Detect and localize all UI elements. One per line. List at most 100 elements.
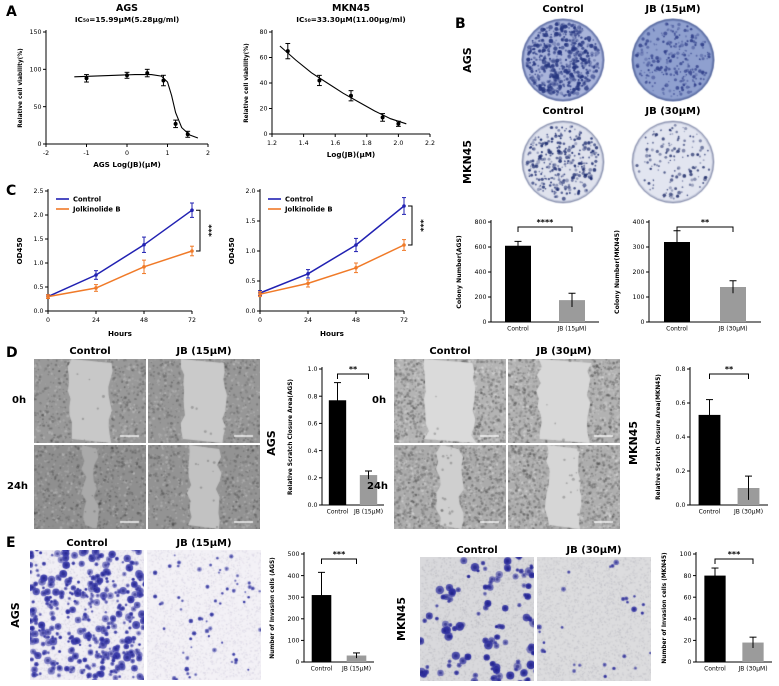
svg-text:Hours: Hours bbox=[320, 329, 344, 338]
panel-e-label: E bbox=[6, 535, 16, 551]
svg-text:JB (15μM): JB (15μM) bbox=[341, 666, 371, 673]
invasion-ags-control-label: Control bbox=[66, 538, 108, 549]
invasion-ags-jb-label: JB (15μM) bbox=[176, 538, 232, 549]
svg-text:OD450: OD450 bbox=[227, 237, 236, 264]
svg-text:0: 0 bbox=[258, 317, 262, 324]
colony-mkn45-cellline-label: MKN45 bbox=[461, 140, 474, 184]
scratch-ags-control-label: Control bbox=[69, 346, 111, 357]
scratch-mkn45-control-label: Control bbox=[429, 346, 471, 357]
svg-text:1.2: 1.2 bbox=[267, 140, 277, 147]
svg-text:0: 0 bbox=[37, 141, 41, 148]
mkn45-jb-colony-dish-image bbox=[631, 120, 715, 204]
invasion-ags-cellline-label: AGS bbox=[9, 602, 22, 628]
svg-text:-2: -2 bbox=[43, 150, 49, 157]
ags-scratch-24h-jb-image bbox=[148, 445, 260, 529]
svg-text:100: 100 bbox=[632, 294, 644, 301]
scratch-ags-0h-label: 0h bbox=[12, 395, 27, 406]
svg-text:1.6: 1.6 bbox=[330, 140, 340, 147]
svg-text:48: 48 bbox=[140, 317, 148, 324]
scratch-ags-jb-label: JB (15μM) bbox=[176, 346, 232, 357]
svg-text:JB (30μM): JB (30μM) bbox=[737, 666, 767, 673]
scratch-ags-24h-label: 24h bbox=[7, 481, 29, 492]
svg-text:1.0: 1.0 bbox=[307, 366, 317, 373]
svg-text:0.8: 0.8 bbox=[675, 366, 685, 373]
svg-text:JB (15μM): JB (15μM) bbox=[556, 326, 586, 333]
svg-text:Jolkinolide B: Jolkinolide B bbox=[284, 205, 333, 213]
svg-text:200: 200 bbox=[632, 269, 644, 276]
mkn45-invasion-jb-image bbox=[537, 557, 651, 681]
ags-invasion-control-image bbox=[30, 550, 144, 680]
svg-text:72: 72 bbox=[400, 317, 408, 324]
svg-text:1.5: 1.5 bbox=[245, 218, 255, 225]
ags-invasion-jb-image bbox=[147, 550, 261, 680]
svg-text:0.8: 0.8 bbox=[307, 393, 317, 400]
panel-a: A 0 50 100 150 Relative cell viability(%) -2-… bbox=[0, 0, 445, 175]
svg-text:40: 40 bbox=[683, 616, 691, 623]
svg-text:1.0: 1.0 bbox=[245, 248, 255, 255]
svg-text:Control: Control bbox=[327, 509, 349, 516]
ags-jb-colony-dish-image bbox=[631, 18, 715, 102]
svg-text:Control: Control bbox=[73, 195, 101, 203]
svg-text:2: 2 bbox=[206, 150, 210, 157]
svg-text:0.0: 0.0 bbox=[675, 502, 685, 509]
svg-text:Control: Control bbox=[699, 509, 721, 516]
svg-text:0: 0 bbox=[125, 150, 129, 157]
svg-text:Control: Control bbox=[311, 666, 333, 673]
panel-b-label: B bbox=[455, 16, 466, 32]
svg-text:Control: Control bbox=[507, 326, 529, 333]
svg-text:0: 0 bbox=[295, 659, 299, 666]
svg-text:***: *** bbox=[333, 550, 346, 559]
scratch-mkn45-24h-label: 24h bbox=[367, 481, 389, 492]
svg-text:0: 0 bbox=[640, 319, 644, 326]
invasion-cells-mkn45-bar-chart: 0 20 40 60 80 100 Number of Invasion cells (MK… bbox=[658, 538, 778, 682]
svg-text:0.4: 0.4 bbox=[675, 434, 685, 441]
ags-scratch-0h-jb-image bbox=[148, 359, 260, 443]
svg-text:60: 60 bbox=[683, 594, 691, 601]
scratch-closure-ags-bar-chart: 0.0 0.2 0.4 0.6 0.8 1.0 Relative Scratch Closu… bbox=[284, 353, 390, 525]
mkn45-invasion-control-image bbox=[420, 557, 534, 681]
mkn45-scratch-24h-control-image bbox=[394, 445, 506, 529]
svg-text:400: 400 bbox=[632, 219, 644, 226]
svg-text:Control: Control bbox=[666, 326, 688, 333]
svg-text:Log(JB)(μM): Log(JB)(μM) bbox=[327, 150, 375, 159]
svg-text:AGS Log(JB)(μM): AGS Log(JB)(μM) bbox=[93, 160, 161, 169]
svg-text:****: **** bbox=[537, 218, 555, 227]
svg-text:0.0: 0.0 bbox=[245, 308, 255, 315]
svg-text:20: 20 bbox=[683, 638, 691, 645]
ags-dose-response-chart: 0 50 100 150 Relative cell viability(%) -2 -1 0… bbox=[14, 2, 220, 170]
colony-ags-cellline-label: AGS bbox=[461, 47, 474, 73]
panel-b: B Control JB (15μM) AGS Control JB (30μM… bbox=[445, 0, 779, 346]
panel-d: D Control JB (15μM) 0h 24h AGS 0.0 0.2 0.4… bbox=[0, 345, 779, 535]
svg-text:100: 100 bbox=[679, 551, 691, 558]
svg-text:24: 24 bbox=[304, 317, 312, 324]
svg-text:200: 200 bbox=[287, 616, 299, 623]
ags-scratch-24h-control-image bbox=[34, 445, 146, 529]
svg-text:2.2: 2.2 bbox=[425, 140, 435, 147]
svg-text:1.4: 1.4 bbox=[299, 140, 309, 147]
svg-text:1: 1 bbox=[165, 150, 169, 157]
colony-number-ags-bar-chart: 0 200 400 600 800 Colony Number(AGS) Control JB… bbox=[453, 206, 605, 342]
colony-ags-jb-label: JB (15μM) bbox=[645, 4, 701, 15]
svg-text:0.2: 0.2 bbox=[307, 475, 317, 482]
svg-text:Relative cell viability(%): Relative cell viability(%) bbox=[244, 43, 250, 123]
svg-text:Relative Scratch Closure Area(: Relative Scratch Closure Area(AGS) bbox=[288, 379, 294, 495]
svg-text:72: 72 bbox=[188, 317, 196, 324]
svg-text:80: 80 bbox=[259, 29, 267, 36]
svg-text:Number of Invasion cells (MKN4: Number of Invasion cells (MKN45) bbox=[662, 552, 668, 664]
svg-text:40: 40 bbox=[259, 80, 267, 87]
scratch-ags-cellline-label: AGS bbox=[265, 430, 278, 456]
svg-text:2.0: 2.0 bbox=[33, 212, 43, 219]
scratch-mkn45-cellline-label: MKN45 bbox=[627, 421, 640, 465]
cck8-growth-curve-mkn45-chart: 0.0 0.5 1.0 1.5 2.0 OD450 0 24 48 72 Hours Control J… bbox=[226, 181, 430, 339]
svg-text:200: 200 bbox=[474, 294, 486, 301]
svg-text:2.5: 2.5 bbox=[33, 188, 43, 195]
svg-text:1.0: 1.0 bbox=[33, 260, 43, 267]
cck8-growth-curve-ags-chart: 0.0 0.5 1.0 1.5 2.0 2.5 OD450 0 24 48 72 Hours Contr… bbox=[14, 181, 218, 339]
svg-text:Relative Scratch Closure Area(: Relative Scratch Closure Area(MKN45) bbox=[656, 374, 662, 500]
svg-text:20: 20 bbox=[259, 106, 267, 113]
svg-text:600: 600 bbox=[474, 244, 486, 251]
colony-mkn45-jb-label: JB (30μM) bbox=[645, 106, 701, 117]
svg-text:24: 24 bbox=[92, 317, 100, 324]
svg-text:80: 80 bbox=[683, 573, 691, 580]
svg-text:0.5: 0.5 bbox=[33, 284, 43, 291]
